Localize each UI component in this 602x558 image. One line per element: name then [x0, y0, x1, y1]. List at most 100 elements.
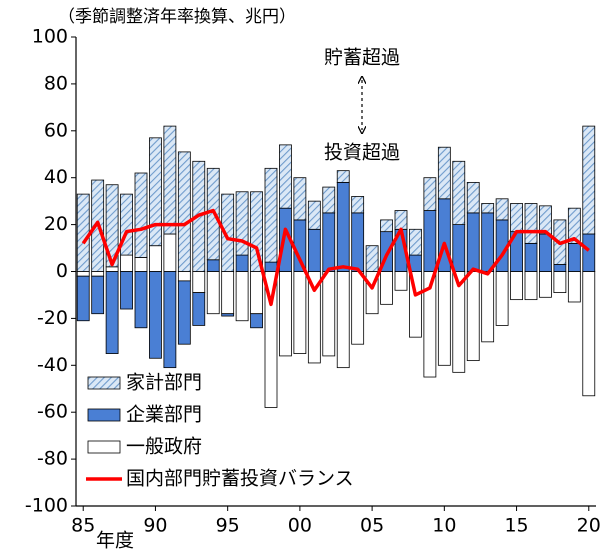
bar [380, 271, 393, 305]
bar [510, 271, 523, 301]
x-axis-label: 年度 [96, 530, 134, 552]
bar [221, 193, 235, 272]
bar [539, 205, 552, 235]
bar [466, 181, 480, 214]
y-tick-label: 80 [44, 72, 68, 94]
bar [235, 271, 249, 322]
bar [177, 280, 191, 345]
line [81, 208, 590, 307]
bar [336, 170, 350, 183]
y-tick-label: -20 [37, 307, 68, 329]
bar [250, 191, 263, 272]
y-tick-label: 0 [56, 260, 68, 282]
bar [481, 212, 495, 272]
bar [423, 210, 437, 272]
bar [466, 271, 480, 362]
y-tick-label: 40 [44, 166, 68, 188]
bar [394, 271, 408, 291]
bar [120, 193, 133, 256]
bar [235, 191, 249, 256]
x-tick-label: 95 [216, 515, 240, 537]
annotation: 投資超過 [324, 142, 400, 164]
bar [279, 144, 292, 209]
bar [582, 233, 596, 272]
bar [322, 271, 336, 357]
x-tick-label: 90 [143, 515, 167, 537]
bar [582, 271, 596, 397]
y-tick-label: 100 [32, 26, 68, 48]
bar [105, 271, 119, 354]
bar [466, 212, 480, 272]
bar [322, 186, 336, 214]
bar [567, 242, 581, 272]
bar [264, 167, 278, 263]
bar [307, 228, 321, 272]
legend-label: 企業部門 [126, 404, 202, 426]
bar [524, 271, 538, 301]
bar [495, 271, 509, 326]
bar [91, 275, 105, 315]
bar [76, 193, 90, 272]
bar [481, 271, 495, 343]
bar [582, 125, 596, 235]
bar [336, 181, 350, 272]
y-tick-label: -60 [37, 401, 68, 423]
x-tick-label: 20 [577, 515, 601, 537]
bar [250, 271, 263, 315]
x-tick-label: 85 [71, 515, 95, 537]
bar [437, 146, 451, 200]
x-tick-label: 10 [432, 515, 456, 537]
bar [134, 271, 148, 329]
subtitle: （季節調整済年率換算、兆円） [58, 7, 296, 27]
bar [336, 271, 350, 369]
bar [192, 271, 206, 294]
x-tick-label: 00 [288, 515, 312, 537]
bar [120, 254, 133, 272]
x-tick-label: 05 [360, 515, 384, 537]
bar [452, 224, 466, 272]
legend-label: 一般政府 [126, 436, 202, 458]
bar [105, 184, 119, 268]
legend-swatch [87, 408, 121, 422]
bar [149, 137, 162, 247]
bar [221, 313, 235, 317]
x-tick-label: 15 [504, 515, 528, 537]
legend-label: 国内部門貯蓄投資バランス [126, 468, 354, 490]
annotation: 貯蓄超過 [324, 47, 400, 69]
bar [76, 275, 90, 322]
bar [423, 177, 437, 211]
bar [279, 271, 292, 357]
bar [539, 271, 552, 298]
y-tick-label: 60 [44, 119, 68, 141]
bar [380, 219, 393, 233]
bar [177, 151, 191, 272]
bar [394, 210, 408, 230]
bar [524, 242, 538, 272]
bar [293, 271, 307, 354]
bar [163, 233, 177, 272]
bar [221, 271, 235, 315]
bar [567, 207, 581, 244]
bar [177, 271, 191, 282]
bar [409, 228, 422, 256]
bar [365, 245, 379, 272]
bar [539, 233, 552, 272]
bar [481, 203, 495, 214]
bar [235, 254, 249, 272]
bar [250, 313, 263, 329]
y-tick-label: -100 [25, 495, 68, 517]
y-tick-label: 20 [44, 213, 68, 235]
bar [495, 198, 509, 221]
bar [76, 271, 90, 277]
bar [134, 172, 148, 258]
bar [120, 271, 133, 310]
bar [567, 271, 581, 303]
bar [91, 271, 105, 277]
bar [437, 271, 451, 366]
bar [553, 264, 567, 272]
legend-swatch [87, 440, 121, 454]
y-tick-label: -40 [37, 354, 68, 376]
bar [510, 203, 523, 233]
bar [206, 271, 220, 315]
